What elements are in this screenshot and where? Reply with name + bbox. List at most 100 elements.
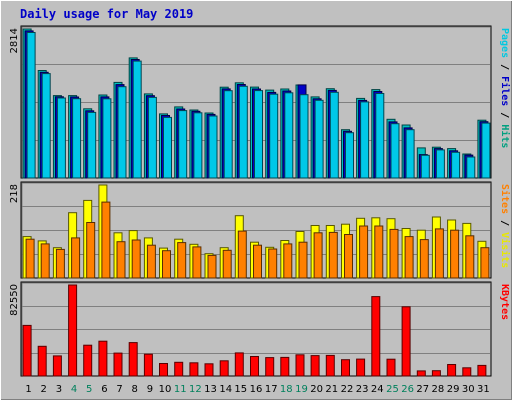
day-label: 20 <box>310 384 323 395</box>
day-label: 14 <box>219 384 232 395</box>
sites-bar <box>237 230 247 279</box>
pages-bar <box>26 32 36 179</box>
day-label: 25 <box>386 384 399 395</box>
day-label: 24 <box>371 384 384 395</box>
pages-bar <box>345 132 354 179</box>
visits-side-label-part: / <box>499 214 510 232</box>
sites-bar <box>146 244 156 279</box>
pages-bar <box>223 90 233 179</box>
day-label: 28 <box>432 384 445 395</box>
sites-bar <box>116 241 126 279</box>
sites-bar <box>465 235 475 279</box>
kbytes-bar <box>52 355 62 377</box>
sites-bar <box>404 236 414 279</box>
pages-bar <box>375 93 385 179</box>
pages-bar <box>72 98 82 179</box>
pages-bar <box>178 110 188 179</box>
visits-side-label-part: Sites <box>499 184 511 214</box>
day-label: 13 <box>204 384 217 395</box>
day-label: 31 <box>477 384 490 395</box>
kbytes-bar <box>37 345 47 377</box>
pages-bar <box>360 101 370 179</box>
kbytes-bar <box>356 358 366 377</box>
kbytes-bar <box>325 354 335 377</box>
day-label: 22 <box>341 384 354 395</box>
sites-bar <box>162 250 171 279</box>
pages-bar <box>193 112 203 179</box>
day-label: 26 <box>401 384 414 395</box>
day-label: 10 <box>159 384 172 395</box>
pages-bar <box>238 85 248 179</box>
day-label: 4 <box>71 384 77 395</box>
pages-bar <box>299 94 309 179</box>
visits-side-label: Sites / Visits <box>499 184 511 268</box>
day-label: 15 <box>234 384 247 395</box>
sites-bar <box>55 248 65 279</box>
kbytes-bar <box>128 342 138 377</box>
sites-bar <box>450 229 460 279</box>
kbytes-bar <box>401 306 411 377</box>
chart-title: Daily usage for May 2019 <box>20 7 193 21</box>
kbytes-bar <box>98 340 108 377</box>
sites-bar <box>389 228 399 279</box>
sites-bar <box>131 239 141 279</box>
day-label: 9 <box>147 384 153 395</box>
sites-bar <box>298 241 308 279</box>
day-label: 7 <box>116 384 122 395</box>
kbytes-bar <box>143 353 153 377</box>
day-label: 21 <box>325 384 338 395</box>
day-label: 5 <box>86 384 92 395</box>
sites-bar <box>86 222 96 279</box>
pages-bar <box>117 86 127 179</box>
sites-bar <box>40 243 50 279</box>
kbytes-bar <box>113 352 123 377</box>
kbytes-bar <box>22 324 32 377</box>
kbytes-bar <box>295 354 305 377</box>
sites-bar <box>283 243 293 279</box>
pages-bar <box>481 122 491 179</box>
day-label: 18 <box>280 384 293 395</box>
pages-bar <box>284 92 294 179</box>
pages-bar <box>254 90 263 179</box>
kbytes-bar <box>447 364 457 377</box>
visits-ymax-label: 218 <box>9 184 20 203</box>
sites-bar <box>480 247 490 279</box>
pages-bar <box>56 97 66 179</box>
kbytes-bar <box>280 356 290 377</box>
sites-bar <box>177 242 187 279</box>
pages-bar <box>163 116 172 179</box>
day-label: 8 <box>132 384 138 395</box>
day-label: 1 <box>25 384 31 395</box>
kbytes-side-label-part: KBytes <box>499 284 510 320</box>
pages-bar <box>208 115 218 179</box>
sites-bar <box>268 248 278 279</box>
day-label: 23 <box>356 384 369 395</box>
kbytes-bar <box>234 352 244 377</box>
day-label: 27 <box>416 384 429 395</box>
kbytes-bar <box>83 344 93 377</box>
day-label: 12 <box>189 384 202 395</box>
kbytes-bar <box>371 296 381 377</box>
sites-bar <box>328 231 338 279</box>
hits-side-label-part: Files <box>499 76 511 106</box>
pages-bar <box>390 123 400 179</box>
day-label: 16 <box>250 384 263 395</box>
hits-side-label: Pages / Files / Hits <box>499 28 511 148</box>
hits-side-label-part: Hits <box>499 124 511 148</box>
kbytes-bar <box>204 363 214 377</box>
pages-bar <box>102 98 112 179</box>
pages-bar <box>329 91 339 179</box>
day-label: 2 <box>41 384 47 395</box>
kbytes-bar <box>416 370 426 377</box>
pages-bar <box>405 129 415 179</box>
hits-side-label-part: Pages <box>499 28 510 58</box>
kbytes-bar <box>431 370 441 377</box>
kbytes-ymax-label: 82550 <box>9 284 20 316</box>
kbytes-bar <box>219 360 229 377</box>
kbytes-bar <box>189 362 199 377</box>
pages-bar <box>451 151 461 179</box>
sites-bar <box>374 225 384 279</box>
pages-bar <box>435 149 445 179</box>
